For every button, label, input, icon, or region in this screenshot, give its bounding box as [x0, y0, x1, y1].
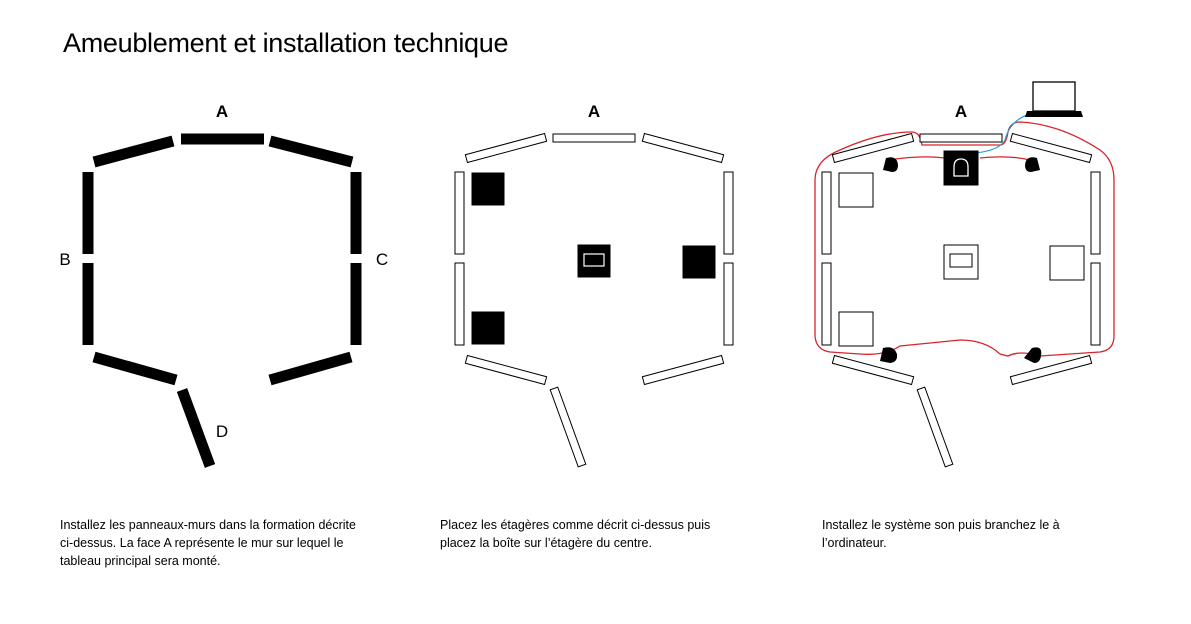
speaker-icon [953, 158, 969, 177]
wall-outline-bottom-left [464, 354, 548, 386]
speaker-icon [1024, 347, 1042, 363]
face-label-b: B [59, 250, 70, 269]
wall-panel-a-left [92, 135, 175, 168]
shelf-bottom-left [471, 311, 505, 345]
shelf-top-left [838, 172, 874, 208]
data-cable [975, 113, 1031, 154]
wall-panel-a-right [268, 135, 354, 168]
wall-outline-b-bottom [821, 262, 832, 346]
box-icon [949, 253, 973, 268]
step-1-caption: Installez les panneaux-murs dans la form… [60, 518, 356, 568]
page-title: Ameublement et installation technique [63, 28, 509, 58]
wall-outline-c-top [723, 171, 734, 255]
step-3-caption: Installez le système son puis branchez l… [822, 518, 1060, 550]
shelf-right [682, 245, 716, 279]
shelves-layout-diagram: A [454, 102, 734, 468]
power-cable [814, 121, 1115, 357]
speaker-icon [1025, 157, 1040, 172]
wall-layout-diagram: A B C D [59, 102, 388, 468]
speaker-icon [880, 347, 898, 363]
shelf-top-left [471, 172, 505, 206]
wall-outline-c-bottom [1090, 262, 1101, 346]
wall-outline-d [549, 386, 587, 468]
shelf-center [943, 244, 979, 280]
wall-outline-bottom-right [1009, 354, 1093, 386]
sound-system-diagram: A [814, 81, 1115, 468]
wall-outline-b-top [454, 171, 465, 255]
face-label-a: A [216, 102, 228, 121]
face-label-a: A [588, 102, 600, 121]
wall-outline-c-top [1090, 171, 1101, 255]
wall-outline-a-right [1009, 132, 1093, 164]
laptop-icon [1025, 81, 1083, 117]
shelf-right [1049, 245, 1085, 281]
wall-outline-a-right [641, 132, 725, 164]
shelf-bottom-left [838, 311, 874, 347]
face-label-c: C [376, 250, 388, 269]
step-2-caption: Placez les étagères comme décrit ci-dess… [440, 518, 711, 550]
face-label-d: D [216, 422, 228, 441]
face-label-a: A [955, 102, 967, 121]
wall-panel-d [176, 388, 216, 468]
sound-console [943, 150, 979, 186]
wall-outline-b-top [821, 171, 832, 255]
speaker-icon [883, 157, 898, 172]
wall-panel-bottom-left [92, 351, 178, 386]
wall-outline-a [919, 133, 1003, 143]
wall-outline-bottom-left [831, 354, 915, 386]
wall-outline-a [552, 133, 636, 143]
wall-outline-b-bottom [454, 262, 465, 346]
wall-outline-c-bottom [723, 262, 734, 346]
box-icon [583, 253, 605, 267]
wall-outline-a-left [831, 132, 915, 164]
wall-outline-bottom-right [641, 354, 725, 386]
wall-panel-bottom-right [268, 351, 353, 386]
shelf-center [577, 244, 611, 278]
wall-outline-d [916, 386, 954, 468]
wall-outline-a-left [464, 132, 548, 164]
